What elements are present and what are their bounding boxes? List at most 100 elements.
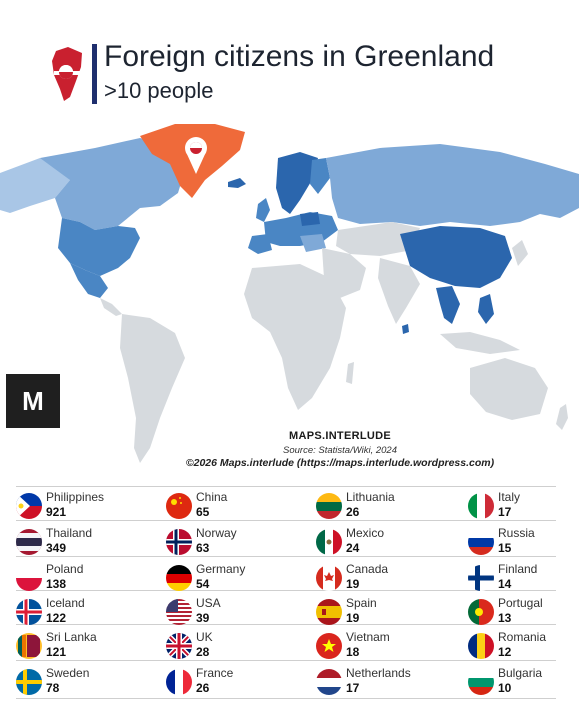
legend-country-name: Canada: [346, 562, 389, 576]
vietnam-flag-icon: [316, 633, 342, 659]
legend-country-count: 17: [498, 505, 512, 519]
region-poland: [300, 212, 320, 226]
region-madagascar: [346, 362, 354, 384]
legend-country-name: Norway: [196, 526, 237, 540]
legend-country-count: 349: [46, 541, 67, 555]
legend-country-count: 122: [46, 611, 67, 625]
legend-divider: [16, 556, 556, 557]
germany-flag-icon: [166, 565, 192, 591]
map-subtitle: >10 people: [104, 78, 214, 103]
region-mexico: [70, 263, 108, 298]
legend-country-name: UK: [196, 630, 213, 644]
legend-country-name: Russia: [498, 526, 535, 540]
sweden-flag-icon: [16, 669, 42, 695]
thailand-flag-icon: [16, 529, 42, 555]
legend-country-name: Italy: [498, 490, 521, 504]
brand-logo-letter: M: [22, 385, 44, 416]
legend-country-count: 78: [46, 681, 60, 695]
norway-flag-icon: [166, 529, 192, 555]
sri-lanka-flag-icon: [16, 633, 42, 659]
legend-country-name: Bulgaria: [498, 666, 543, 680]
region-finland: [310, 158, 330, 194]
region-indonesia: [440, 332, 520, 354]
legend-country-name: China: [196, 490, 228, 504]
legend-country-count: 24: [346, 541, 360, 555]
legend-country-count: 54: [196, 577, 210, 591]
legend-country-count: 19: [346, 577, 360, 591]
region-norway-sweden: [276, 152, 318, 214]
map-header: Foreign citizens in Greenland >10 people: [0, 0, 579, 120]
legend-divider: [16, 590, 556, 591]
brand-name: MAPS.INTERLUDE: [289, 430, 391, 442]
region-philippines: [478, 294, 494, 324]
legend-country-count: 26: [346, 505, 360, 519]
world-map: [0, 124, 579, 463]
country-legend: Philippines 921 China 65 Lithuania 26 Italy 17 T…: [16, 486, 572, 706]
legend-country-count: 14: [498, 577, 512, 591]
usa-flag-icon: [166, 599, 192, 625]
region-iceland: [228, 178, 246, 188]
legend-country-count: 15: [498, 541, 512, 555]
uk-flag-icon: [166, 633, 192, 659]
region-india: [378, 258, 420, 324]
legend-divider: [16, 486, 556, 487]
legend-country-name: Vietnam: [346, 630, 390, 644]
region-japan: [512, 240, 528, 266]
region-sri-lanka: [402, 324, 409, 334]
legend-country-count: 121: [46, 645, 67, 659]
legend-divider: [16, 660, 556, 661]
legend-country-name: Portugal: [498, 596, 543, 610]
finland-flag-icon: [468, 565, 494, 591]
legend-country-name: Netherlands: [346, 666, 411, 680]
legend-country-count: 39: [196, 611, 210, 625]
region-uk: [256, 198, 270, 222]
region-alaska: [0, 158, 70, 213]
romania-flag-icon: [468, 633, 494, 659]
title-accent-bar: [92, 44, 97, 104]
region-balkans: [300, 234, 326, 252]
france-flag-icon: [166, 669, 192, 695]
legend-country-count: 17: [346, 681, 360, 695]
portugal-flag-icon: [468, 599, 494, 625]
spain-flag-icon: [316, 599, 342, 625]
legend-country-name: Romania: [498, 630, 547, 644]
legend-country-name: Germany: [196, 562, 246, 576]
legend-country-name: Sweden: [46, 666, 90, 680]
legend-country-name: Iceland: [46, 596, 85, 610]
bulgaria-flag-icon: [468, 669, 494, 695]
legend-country-name: Poland: [46, 562, 84, 576]
netherlands-flag-icon: [316, 669, 342, 695]
legend-country-name: France: [196, 666, 234, 680]
mexico-flag-icon: [316, 529, 342, 555]
legend-country-count: 18: [346, 645, 360, 659]
philippines-flag-icon: [16, 493, 42, 519]
russia-flag-icon: [468, 529, 494, 555]
legend-country-name: Lithuania: [346, 490, 395, 504]
legend-country-count: 138: [46, 577, 67, 591]
brand-logo: M: [6, 374, 60, 428]
legend-country-count: 26: [196, 681, 210, 695]
legend-country-count: 13: [498, 611, 512, 625]
iceland-flag-icon: [16, 599, 42, 625]
region-south-america: [120, 314, 185, 463]
legend-country-name: Thailand: [46, 526, 93, 540]
legend-country-name: USA: [196, 596, 221, 610]
region-thailand-vietnam: [436, 286, 460, 324]
source-text: Source: Statista/Wiki, 2024: [283, 445, 397, 456]
region-central-america: [100, 298, 122, 316]
region-africa: [244, 264, 346, 410]
legend-country-name: Philippines: [46, 490, 105, 504]
legend-divider: [16, 698, 556, 699]
map-title: Foreign citizens in Greenland: [104, 40, 495, 73]
region-canada: [40, 138, 185, 230]
region-australia: [470, 358, 548, 420]
poland-flag-icon: [16, 565, 42, 591]
legend-country-name: Spain: [346, 596, 377, 610]
legend-country-count: 65: [196, 505, 210, 519]
region-iberia: [248, 234, 272, 254]
legend-country-count: 63: [196, 541, 210, 555]
copyright-text: ©2026 Maps.interlude (https://maps.inter…: [185, 457, 495, 469]
lithuania-flag-icon: [316, 493, 342, 519]
italy-flag-icon: [468, 493, 494, 519]
legend-divider: [16, 520, 556, 521]
